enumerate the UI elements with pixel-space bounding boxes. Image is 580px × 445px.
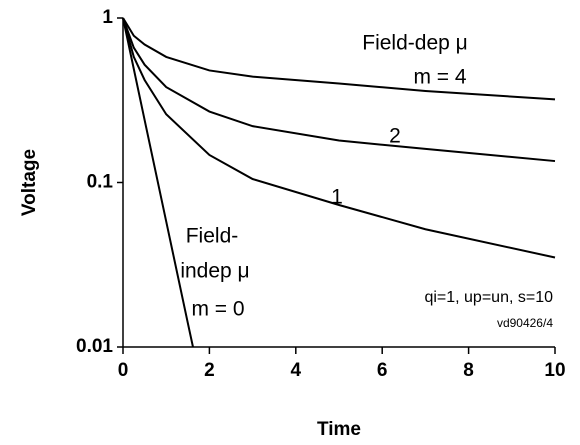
annotation: 1 (331, 186, 343, 209)
x-tick-label: 2 (204, 360, 215, 381)
annotation: Field- (186, 225, 239, 248)
x-tick-label: 0 (118, 360, 129, 381)
line (122, 17, 556, 101)
y-tick-label: 0.1 (87, 172, 114, 193)
x-tick-label: 6 (377, 360, 388, 381)
line (122, 17, 194, 348)
y-tick-label: 1 (102, 7, 113, 28)
annotation: 2 (389, 125, 401, 148)
annotation: m = 0 (191, 298, 244, 321)
annotation: m = 4 (413, 66, 466, 89)
x-tick-label: 8 (463, 360, 474, 381)
y-axis-title: Voltage (19, 149, 40, 216)
annotation: Field-dep μ (362, 32, 467, 55)
line (122, 17, 556, 163)
x-axis-title: Time (317, 419, 361, 440)
line (122, 17, 556, 259)
annotation: vd90426/4 (497, 316, 553, 330)
x-tick-label: 4 (291, 360, 302, 381)
annotation: indep μ (180, 260, 249, 283)
annotation: qi=1, up=un, s=10 (424, 289, 553, 306)
y-tick-label: 0.01 (76, 336, 113, 357)
x-tick-label: 10 (544, 360, 565, 381)
